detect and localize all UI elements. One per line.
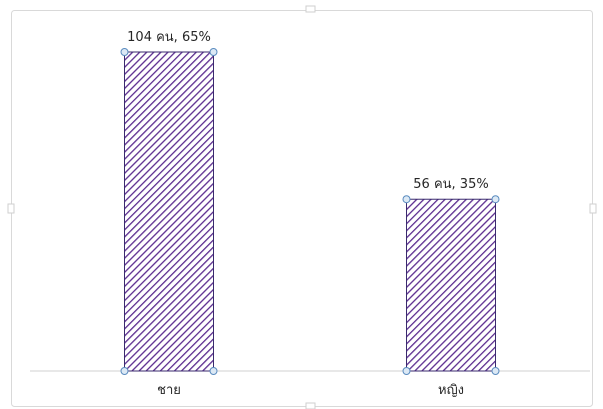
data-label-female: 56 คน, 35% [413,177,488,192]
x-tick-label-male: ชาย [157,383,181,398]
bar-male-handle-top-right[interactable] [209,48,218,56]
x-tick-label-female: หญิง [438,383,464,398]
bar-female-handle-bottom-right[interactable] [491,367,500,375]
bar-male-handle-bottom-right[interactable] [209,367,218,375]
bar-male-handle-bottom-left[interactable] [120,367,129,375]
bar-male-handle-top-left[interactable] [120,48,129,56]
bar-female-handle-top-left[interactable] [402,195,411,204]
bar-male[interactable] [124,51,214,372]
frame-left-handle[interactable] [7,203,15,214]
data-label-male: 104 คน, 65% [127,30,211,45]
frame-bottom-handle[interactable] [305,402,316,409]
frame-right-handle[interactable] [589,203,597,214]
bar-female-handle-top-right[interactable] [491,195,500,204]
chart-area-frame[interactable] [11,10,593,407]
bar-female-handle-bottom-left[interactable] [402,367,411,375]
bar-female[interactable] [406,198,496,372]
frame-top-handle[interactable] [305,5,316,13]
